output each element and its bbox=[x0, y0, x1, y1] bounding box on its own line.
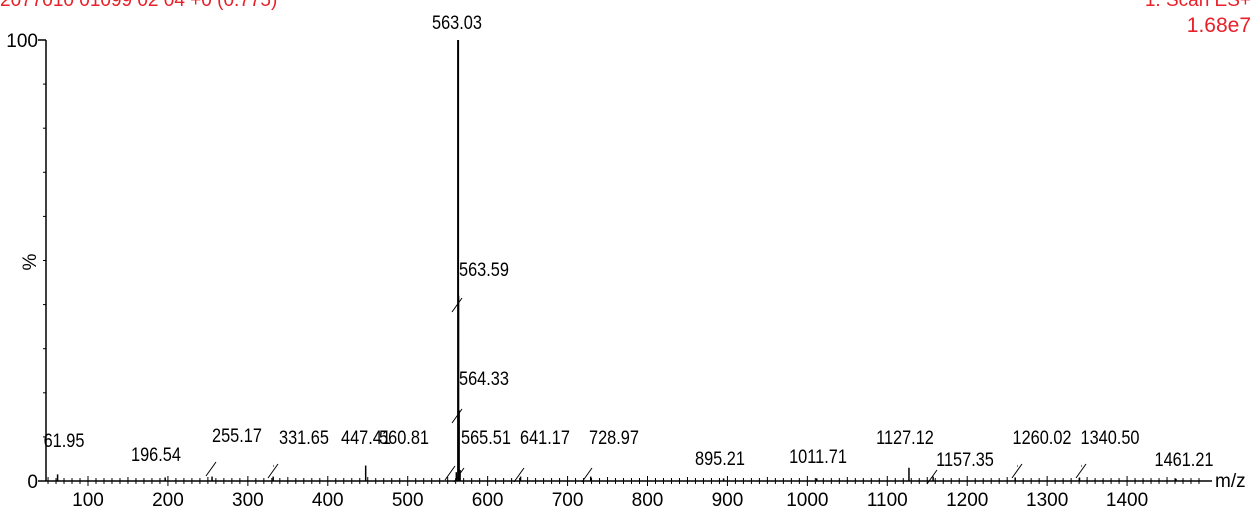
x-tick-label-300: 300 bbox=[232, 490, 264, 511]
peak-label-895.21: 895.21 bbox=[695, 448, 745, 469]
peak-label-1260.02: 1260.02 bbox=[1012, 427, 1071, 448]
x-axis-label: m/z bbox=[1215, 471, 1246, 492]
y-axis-label: % bbox=[20, 253, 41, 270]
x-tick-label-700: 700 bbox=[552, 490, 584, 511]
peak-label-196.54: 196.54 bbox=[131, 444, 181, 465]
x-tick-label-600: 600 bbox=[472, 490, 504, 511]
x-tick-label-800: 800 bbox=[632, 490, 664, 511]
x-tick-label-1200: 1200 bbox=[946, 490, 988, 511]
leader-line-728.97 bbox=[581, 467, 593, 483]
x-tick-label-1100: 1100 bbox=[867, 490, 908, 511]
peak-label-1011.71: 1011.71 bbox=[789, 446, 847, 467]
leader-line-560.81 bbox=[444, 465, 456, 481]
leader-line-641.17 bbox=[513, 467, 525, 483]
leader-line-1260.02 bbox=[1011, 463, 1023, 479]
x-tick-label-500: 500 bbox=[392, 490, 424, 511]
peak-label-641.17: 641.17 bbox=[520, 427, 570, 448]
peak-label-564.33: 564.33 bbox=[459, 368, 509, 389]
leader-line-1157.35 bbox=[926, 469, 938, 485]
base-peak-intensity: 1.68e7 bbox=[1186, 14, 1251, 37]
x-tick-label-1400: 1400 bbox=[1106, 490, 1148, 511]
peak-label-565.51: 565.51 bbox=[461, 427, 511, 448]
peak-label-1157.35: 1157.35 bbox=[936, 449, 994, 470]
x-tick-label-900: 900 bbox=[712, 490, 744, 511]
peak-label-255.17: 255.17 bbox=[212, 425, 262, 446]
spectrum-header-left: 2077010 01099 02 04 +0 (0.775) bbox=[0, 0, 278, 11]
x-tick-label-1300: 1300 bbox=[1026, 490, 1068, 511]
peak-series bbox=[56, 40, 1177, 481]
y-tick-label-0: 0 bbox=[27, 472, 38, 493]
peak-label-728.97: 728.97 bbox=[589, 427, 639, 448]
peak-label-447.41: 447.41 bbox=[341, 427, 391, 448]
x-tick-label-200: 200 bbox=[152, 490, 184, 511]
y-tick-label-100: 100 bbox=[6, 31, 38, 52]
x-tick-label-100: 100 bbox=[72, 490, 104, 511]
peak-label-1340.50: 1340.50 bbox=[1080, 427, 1139, 448]
peak-label-563.03: 563.03 bbox=[432, 12, 482, 33]
peak-label-331.65: 331.65 bbox=[279, 427, 329, 448]
leader-line-564.33 bbox=[451, 408, 463, 424]
peak-label-560.81: 560.81 bbox=[379, 427, 429, 448]
leader-line-331.65 bbox=[267, 463, 279, 479]
scan-mode-label: 1: Scan ES+ bbox=[1144, 0, 1251, 11]
peak-label-1461.21: 1461.21 bbox=[1154, 449, 1213, 470]
peak-label-1127.12: 1127.12 bbox=[876, 427, 934, 448]
leader-line-1340.50 bbox=[1075, 463, 1087, 479]
chart-axes: 0 100% 100 200 300 400 500 600 700 800 900 1000 1100… bbox=[6, 31, 1245, 511]
leader-line-563.59 bbox=[451, 297, 463, 313]
leader-line-565.51 bbox=[453, 467, 465, 483]
peak-label-563.59: 563.59 bbox=[459, 259, 509, 280]
peak-label-61.95: 61.95 bbox=[44, 430, 85, 451]
x-tick-label-1000: 1000 bbox=[786, 490, 828, 511]
x-tick-label-400: 400 bbox=[312, 490, 344, 511]
leader-line-255.17 bbox=[205, 461, 217, 477]
